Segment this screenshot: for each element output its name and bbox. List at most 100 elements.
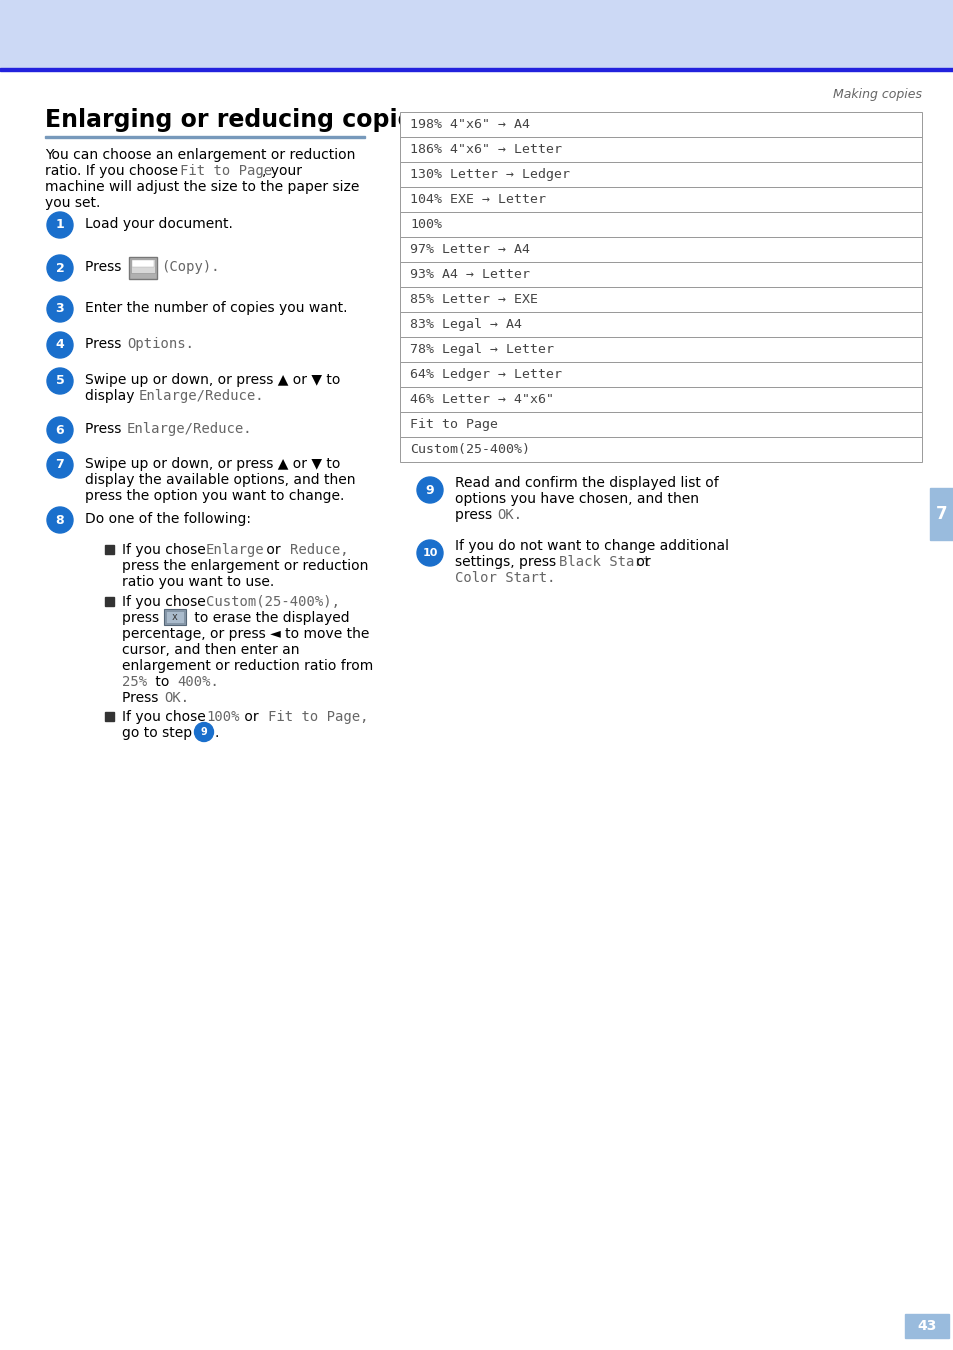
Circle shape — [47, 296, 73, 323]
Bar — [105, 545, 113, 554]
Text: or: or — [240, 710, 263, 724]
Circle shape — [47, 508, 73, 533]
Text: Enlarge/Reduce.: Enlarge/Reduce. — [127, 423, 253, 436]
Text: machine will adjust the size to the paper size: machine will adjust the size to the pape… — [45, 180, 359, 194]
Text: (Copy).: (Copy). — [161, 261, 219, 274]
Bar — [904, 1314, 948, 1338]
Text: 3: 3 — [55, 302, 64, 316]
Bar — [166, 612, 184, 622]
Bar — [0, 0, 953, 68]
Circle shape — [194, 722, 213, 741]
Text: press the enlargement or reduction: press the enlargement or reduction — [122, 559, 368, 572]
Text: 46% Letter → 4"x6": 46% Letter → 4"x6" — [410, 393, 554, 406]
Circle shape — [47, 452, 73, 478]
Bar — [0, 68, 953, 72]
Text: 97% Letter → A4: 97% Letter → A4 — [410, 243, 530, 256]
Text: Enlarge: Enlarge — [206, 543, 264, 558]
Text: Enlarge/Reduce.: Enlarge/Reduce. — [139, 389, 264, 404]
Bar — [131, 259, 154, 273]
Text: 198% 4"x6" → A4: 198% 4"x6" → A4 — [410, 117, 530, 131]
Circle shape — [47, 369, 73, 394]
Text: 5: 5 — [55, 374, 64, 387]
Text: Fit to Page: Fit to Page — [180, 163, 272, 178]
Text: 9: 9 — [200, 728, 207, 737]
Text: 83% Legal → A4: 83% Legal → A4 — [410, 319, 521, 331]
Bar — [399, 212, 921, 238]
Bar — [164, 609, 186, 625]
Text: go to step: go to step — [122, 726, 196, 740]
Text: to erase the displayed: to erase the displayed — [190, 612, 349, 625]
Text: 4: 4 — [55, 339, 64, 351]
Bar — [399, 262, 921, 288]
Bar — [105, 711, 113, 721]
Bar — [132, 261, 153, 267]
Bar — [399, 312, 921, 338]
Text: percentage, or press ◄ to move the: percentage, or press ◄ to move the — [122, 626, 369, 641]
Text: Options.: Options. — [127, 338, 193, 351]
Bar — [399, 387, 921, 412]
Bar — [399, 188, 921, 212]
Bar — [399, 112, 921, 136]
Text: Press: Press — [85, 261, 126, 274]
Text: 100%: 100% — [206, 710, 239, 724]
Text: Making copies: Making copies — [832, 88, 921, 101]
Text: 104% EXE → Letter: 104% EXE → Letter — [410, 193, 545, 207]
Text: press: press — [122, 612, 163, 625]
Text: Custom(25-400%),: Custom(25-400%), — [206, 595, 339, 609]
Text: 85% Letter → EXE: 85% Letter → EXE — [410, 293, 537, 306]
Circle shape — [47, 417, 73, 443]
Text: Swipe up or down, or press ▲ or ▼ to: Swipe up or down, or press ▲ or ▼ to — [85, 458, 340, 471]
Bar — [129, 256, 157, 279]
Bar — [399, 437, 921, 462]
Text: display: display — [85, 389, 139, 404]
Bar — [105, 597, 113, 606]
Text: Black Start: Black Start — [558, 555, 651, 568]
Bar — [399, 338, 921, 362]
Text: 130% Letter → Ledger: 130% Letter → Ledger — [410, 167, 569, 181]
Bar — [399, 136, 921, 162]
Text: Fit to Page,: Fit to Page, — [268, 710, 368, 724]
Bar — [399, 288, 921, 312]
Text: to: to — [151, 675, 173, 688]
Text: x: x — [172, 612, 178, 622]
Text: settings, press: settings, press — [455, 555, 560, 568]
Text: Press: Press — [85, 338, 126, 351]
Text: You can choose an enlargement or reduction: You can choose an enlargement or reducti… — [45, 148, 355, 162]
Text: 7: 7 — [55, 459, 64, 471]
Text: display the available options, and then: display the available options, and then — [85, 472, 355, 487]
Text: If you do not want to change additional: If you do not want to change additional — [455, 539, 728, 553]
Text: Reduce,: Reduce, — [290, 543, 348, 558]
Text: 93% A4 → Letter: 93% A4 → Letter — [410, 269, 530, 281]
Text: Custom(25-400%): Custom(25-400%) — [410, 443, 530, 456]
Text: ratio. If you choose: ratio. If you choose — [45, 163, 182, 178]
Circle shape — [47, 255, 73, 281]
Bar — [929, 487, 953, 540]
Text: OK.: OK. — [497, 508, 521, 522]
Text: Color Start.: Color Start. — [455, 571, 555, 585]
Text: you set.: you set. — [45, 196, 100, 211]
Text: ratio you want to use.: ratio you want to use. — [122, 575, 274, 589]
Text: 186% 4"x6" → Letter: 186% 4"x6" → Letter — [410, 143, 561, 157]
Text: press the option you want to change.: press the option you want to change. — [85, 489, 344, 504]
Text: If you chose: If you chose — [122, 595, 210, 609]
Text: 64% Ledger → Letter: 64% Ledger → Letter — [410, 369, 561, 381]
Text: Do one of the following:: Do one of the following: — [85, 512, 251, 526]
Text: 1: 1 — [55, 219, 64, 231]
Text: .: . — [214, 726, 219, 740]
Text: Fit to Page: Fit to Page — [410, 418, 497, 431]
Circle shape — [47, 332, 73, 358]
Text: Press: Press — [85, 423, 126, 436]
Text: Read and confirm the displayed list of: Read and confirm the displayed list of — [455, 477, 718, 490]
Text: enlargement or reduction ratio from: enlargement or reduction ratio from — [122, 659, 373, 674]
Text: 6: 6 — [55, 424, 64, 436]
Text: 400%.: 400%. — [177, 675, 218, 688]
Text: Enter the number of copies you want.: Enter the number of copies you want. — [85, 301, 347, 315]
Text: press: press — [455, 508, 496, 522]
Text: If you chose: If you chose — [122, 710, 210, 724]
Text: 43: 43 — [917, 1319, 936, 1332]
Text: Swipe up or down, or press ▲ or ▼ to: Swipe up or down, or press ▲ or ▼ to — [85, 373, 340, 387]
Text: , your: , your — [262, 163, 302, 178]
Bar — [399, 412, 921, 437]
Text: 25%: 25% — [122, 675, 147, 688]
Text: options you have chosen, and then: options you have chosen, and then — [455, 491, 699, 506]
